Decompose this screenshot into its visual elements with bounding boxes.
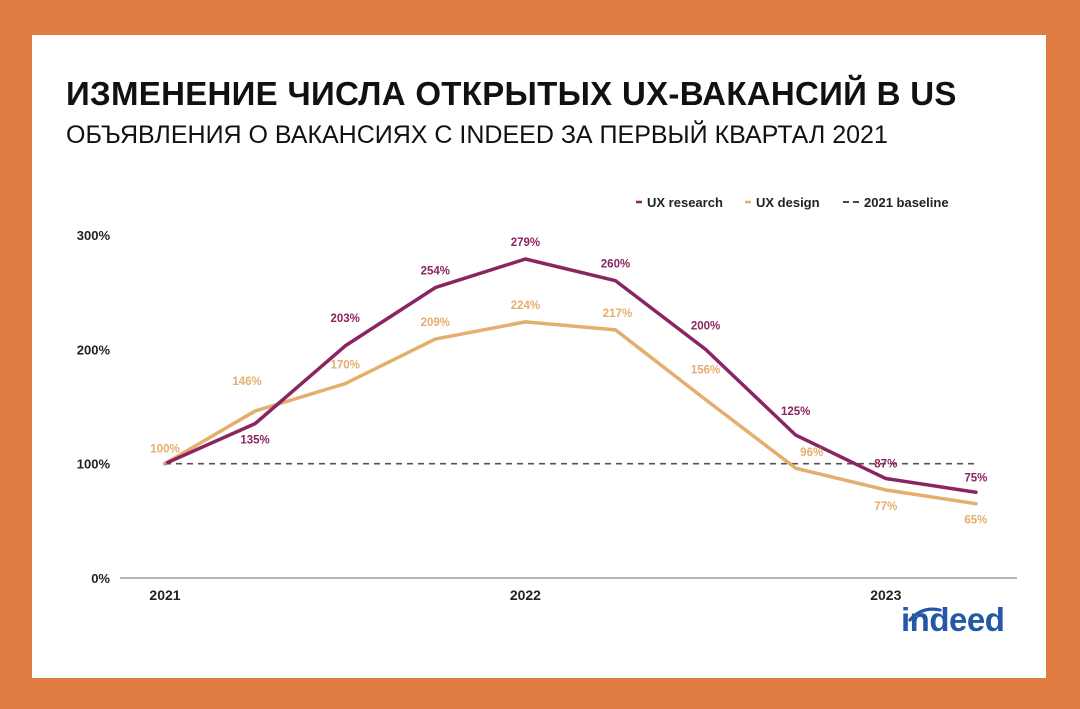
ux-design-point <box>974 502 978 506</box>
legend-label: UX research <box>647 195 723 210</box>
ux-research-series-line <box>163 257 978 494</box>
legend-label: UX design <box>756 195 820 210</box>
ux-design-point <box>523 320 527 324</box>
ux-design-data-label: 100% <box>150 444 179 456</box>
ux-research-point <box>884 477 888 481</box>
ux-research-point <box>704 347 708 351</box>
ux-design-data-label: 96% <box>800 447 823 459</box>
chart-title: ИЗМЕНЕНИЕ ЧИСЛА ОТКРЫТЫХ UX-ВАКАНСИЙ В U… <box>66 75 957 112</box>
y-tick-label: 100% <box>77 457 111 472</box>
legend-label: 2021 baseline <box>864 195 949 210</box>
y-tick-label: 300% <box>77 228 111 243</box>
indeed-logo: indeed <box>901 601 1005 638</box>
ux-research-point <box>974 490 978 494</box>
ux-research-point <box>343 344 347 348</box>
x-tick-label: 2021 <box>149 587 180 603</box>
series-lines <box>163 257 978 506</box>
ux-design-point <box>163 462 167 466</box>
legend-item: UX research <box>636 195 723 210</box>
ux-research-point <box>614 279 617 283</box>
ux-research-data-label: 75% <box>964 472 987 484</box>
ux-research-point <box>433 286 437 290</box>
y-tick-label: 0% <box>91 571 110 586</box>
ux-design-series-line <box>163 320 978 506</box>
ux-design-point <box>614 328 617 332</box>
axes: 0% 100% 200% 300% 2021 2022 2023 <box>77 228 1017 603</box>
ux-research-point <box>523 257 527 261</box>
ux-design-point <box>343 382 347 386</box>
x-tick-label: 2023 <box>870 587 901 603</box>
line-chart: 0% 100% 200% 300% 2021 2022 2023 135% 203% 254% 2… <box>77 195 1017 603</box>
ux-research-point <box>794 433 798 437</box>
ux-research-data-label: 203% <box>330 313 359 325</box>
ux-design-data-label: 156% <box>691 365 720 377</box>
chart-card: ИЗМЕНЕНИЕ ЧИСЛА ОТКРЫТЫХ UX-ВАКАНСИЙ В U… <box>32 35 1046 678</box>
ux-research-data-label: 87% <box>874 459 897 471</box>
ux-design-point <box>794 466 798 470</box>
ux-research-data-label: 135% <box>240 435 269 447</box>
ux-design-data-label: 224% <box>511 300 540 312</box>
ux-research-data-label: 279% <box>511 237 540 249</box>
ux-design-data-label: 77% <box>874 501 897 513</box>
ux-research-point <box>253 422 257 426</box>
legend-item: UX design <box>745 195 820 210</box>
ux-research-data-label: 125% <box>781 406 810 418</box>
ux-design-point <box>433 337 437 341</box>
ux-design-point <box>704 398 708 402</box>
data-labels: 135% 203% 254% 279% 260% 200% 125% 87% 75% 100% 14… <box>150 237 987 527</box>
ux-design-point <box>253 409 257 413</box>
legend: UX research UX design 2021 baseline <box>636 195 949 210</box>
legend-item: 2021 baseline <box>843 195 949 210</box>
ux-design-data-label: 146% <box>232 376 261 388</box>
ux-design-data-label: 217% <box>603 308 632 320</box>
x-tick-label: 2022 <box>510 587 541 603</box>
ux-design-point <box>884 488 888 492</box>
ux-design-data-label: 209% <box>421 317 450 329</box>
chart-subtitle: ОБЪЯВЛЕНИЯ О ВАКАНСИЯХ С INDEED ЗА ПЕРВЫ… <box>66 121 888 149</box>
ux-design-data-label: 170% <box>330 360 359 372</box>
ux-design-data-label: 65% <box>964 515 987 527</box>
ux-research-data-label: 260% <box>601 259 630 271</box>
y-tick-label: 200% <box>77 342 111 357</box>
indeed-logo-arc-icon <box>908 607 942 622</box>
ux-research-data-label: 200% <box>691 320 720 332</box>
ux-research-data-label: 254% <box>421 266 450 278</box>
